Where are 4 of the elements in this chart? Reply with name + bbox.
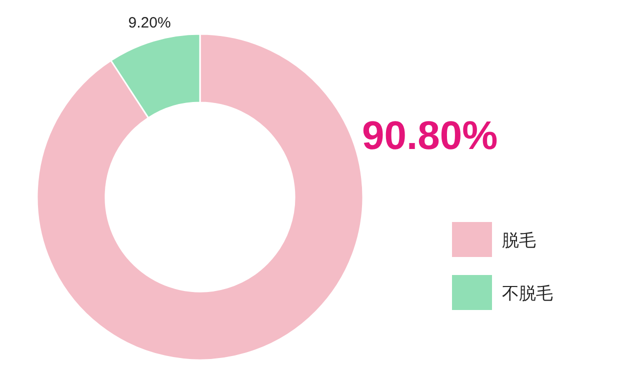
data-label: 90.80%: [362, 114, 498, 158]
legend-label: 不脱毛: [502, 284, 553, 303]
legend-label: 脱毛: [502, 231, 536, 250]
data-label: 9.20%: [128, 14, 171, 32]
